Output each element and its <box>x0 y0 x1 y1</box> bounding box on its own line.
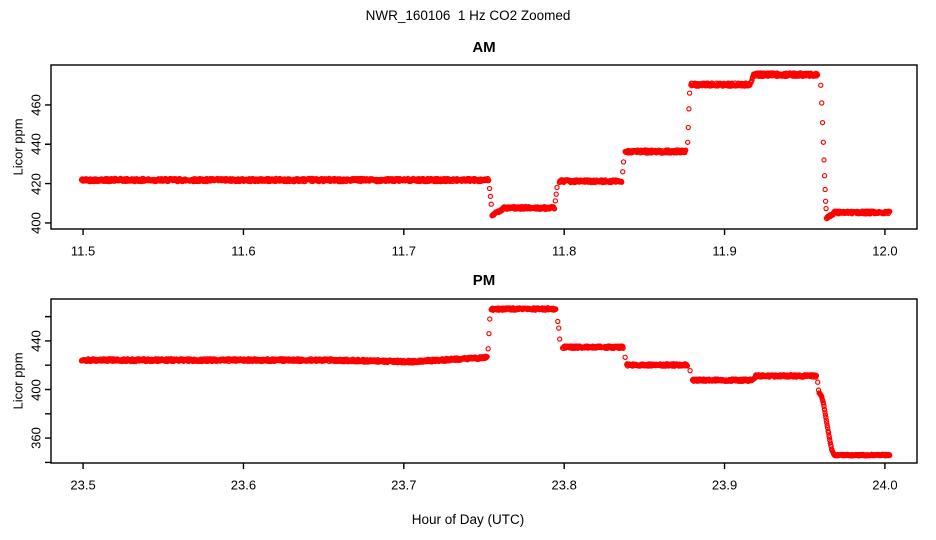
pm-panel-title: PM <box>472 272 496 289</box>
y-tick-label: 460 <box>28 94 44 116</box>
y-axis-label-pm: Licor ppm <box>10 352 26 410</box>
x-axis-label: Hour of Day (UTC) <box>411 512 525 527</box>
x-tick-label: 23.5 <box>70 477 96 493</box>
x-tick-label: 24.0 <box>872 477 898 493</box>
y-tick-label: 400 <box>28 378 44 401</box>
x-tick-label: 12.0 <box>872 243 898 259</box>
y-tick-label: 440 <box>28 133 44 156</box>
x-tick-label: 23.9 <box>711 477 738 493</box>
y-tick-label: 420 <box>28 172 44 195</box>
x-tick-label: 11.7 <box>391 243 416 259</box>
y-tick-label: 440 <box>28 330 44 352</box>
x-tick-label: 23.8 <box>551 477 577 493</box>
x-tick-label: 23.6 <box>230 477 257 493</box>
x-tick-label: 11.5 <box>70 243 96 259</box>
main-title: NWR_160106 1 Hz CO2 Zoomed <box>365 8 571 23</box>
x-tick-label: 11.8 <box>552 243 577 259</box>
y-tick-label: 360 <box>28 427 44 449</box>
y-tick-label: 400 <box>28 212 44 234</box>
x-tick-label: 23.7 <box>391 477 417 493</box>
am-panel-title: AM <box>472 39 496 56</box>
x-tick-label: 11.9 <box>712 243 737 259</box>
y-axis-label-am: Licor ppm <box>10 118 26 176</box>
x-tick-label: 11.6 <box>231 243 256 259</box>
